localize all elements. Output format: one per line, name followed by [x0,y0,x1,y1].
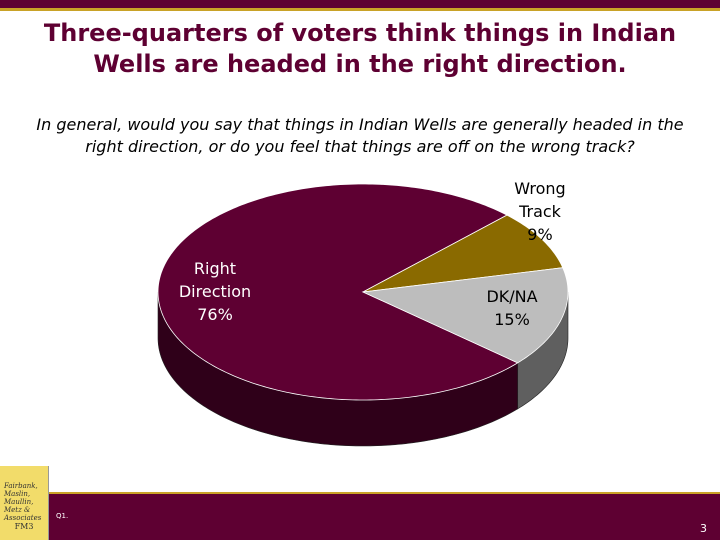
top-bar [0,0,720,11]
pie-slice [362,214,564,293]
bottom-bar [0,492,720,540]
logo-mark: FM3 [14,522,34,531]
value-label: 9% [527,225,553,244]
pie-slice [157,183,519,401]
logo-text: Fairbank, Maslin, Maullin, Metz & Associ… [4,482,42,522]
chart-title: Three-quarters of voters think things in… [43,19,677,78]
chart-subtitle: In general, would you say that things in… [36,115,684,156]
slice-label: Right Direction [178,259,252,301]
page-number: 3 [700,522,707,535]
logo: Fairbank, Maslin, Maullin, Metz & Associ… [0,466,49,540]
slice-label: Wrong Track [514,179,566,221]
question-ref: Q1. [56,512,69,520]
slice-label: DK/NA [486,287,538,306]
value-label: 15% [494,310,530,329]
pie-slice [361,267,569,364]
value-label: 76% [197,305,233,324]
